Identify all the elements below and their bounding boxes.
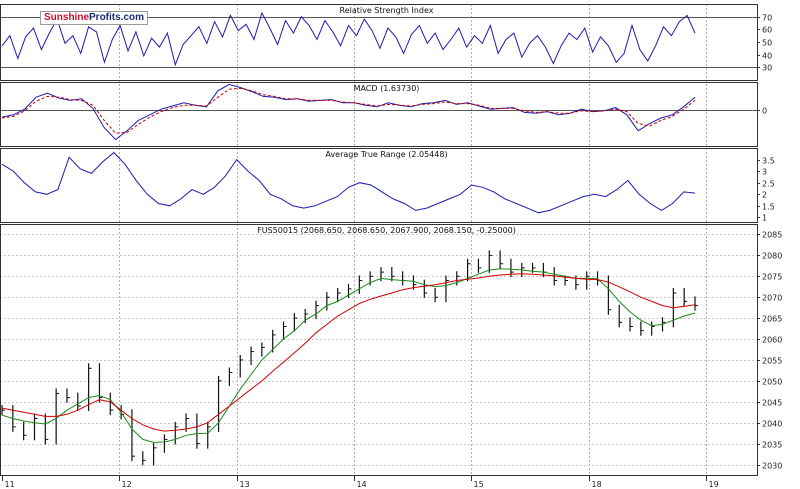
price-y-tick-label: 2070 xyxy=(762,294,782,303)
price-series-line-2 xyxy=(1,268,696,443)
atr-series-line-1 xyxy=(1,151,696,214)
x-tick-label: 19 xyxy=(709,480,719,489)
price-series-line-3 xyxy=(1,273,696,432)
atr-y-tick-label: 2 xyxy=(762,191,767,200)
price-y-tick-label: 2080 xyxy=(762,252,782,261)
rsi-series-line-1 xyxy=(1,11,696,67)
sunshine-profits-logo: SunshineProfits.com xyxy=(40,11,149,25)
x-tick-label: 11 xyxy=(5,480,15,489)
atr-y-tick-label: 1 xyxy=(762,214,767,223)
macd-series-line-2 xyxy=(1,87,696,134)
x-tick-label: 14 xyxy=(357,480,367,489)
price-y-tick-label: 2075 xyxy=(762,273,782,282)
macd-series-line-1 xyxy=(1,83,696,141)
x-tick-label: 12 xyxy=(122,480,132,489)
atr-title: Average True Range (2.05448) xyxy=(325,150,447,159)
x-tick-label: 18 xyxy=(592,480,602,489)
price-y-tick-label: 2060 xyxy=(762,336,782,345)
labels-layer: 70 60 50 40 30 Relative Strength Index 0 MACD (… xyxy=(2,6,782,489)
rsi-y-tick-label: 60 xyxy=(762,26,772,35)
atr-panel-frame xyxy=(0,148,758,223)
atr-y-tick-label: 3 xyxy=(762,168,767,177)
price-y-tick-label: 2050 xyxy=(762,378,782,387)
logo-part-2: Profits.com xyxy=(89,12,145,23)
price-y-tick-label: 2035 xyxy=(762,441,782,450)
macd-panel-frame xyxy=(0,82,758,147)
series-layer xyxy=(1,11,698,466)
logo-part-1: Sunshine xyxy=(44,12,90,23)
price-y-tick-label: 2040 xyxy=(762,420,782,429)
atr-y-tick-label: 2.5 xyxy=(762,180,775,189)
price-y-tick-label: 2055 xyxy=(762,357,782,366)
rsi-y-tick-label: 70 xyxy=(762,14,772,23)
rsi-y-tick-label: 30 xyxy=(762,64,772,73)
atr-y-tick-label: 1.5 xyxy=(762,203,775,212)
rsi-y-tick-label: 40 xyxy=(762,52,772,61)
rsi-title: Relative Strength Index xyxy=(340,6,434,15)
price-y-tick-label: 2045 xyxy=(762,399,782,408)
rsi-y-tick-label: 50 xyxy=(762,39,772,48)
price-y-tick-label: 2085 xyxy=(762,231,782,240)
x-tick-label: 15 xyxy=(474,480,484,489)
macd-y-tick-label: 0 xyxy=(762,107,767,116)
atr-y-tick-label: 3.5 xyxy=(762,157,775,166)
price-title: FUS50015 (2068.650, 2068.650, 2067.900, … xyxy=(257,226,516,235)
x-tick-label: 13 xyxy=(240,480,250,489)
price-y-tick-label: 2030 xyxy=(762,462,782,471)
macd-title: MACD (1.63730) xyxy=(354,84,420,93)
price-y-tick-label: 2065 xyxy=(762,315,782,324)
price-panel-frame xyxy=(0,224,758,476)
